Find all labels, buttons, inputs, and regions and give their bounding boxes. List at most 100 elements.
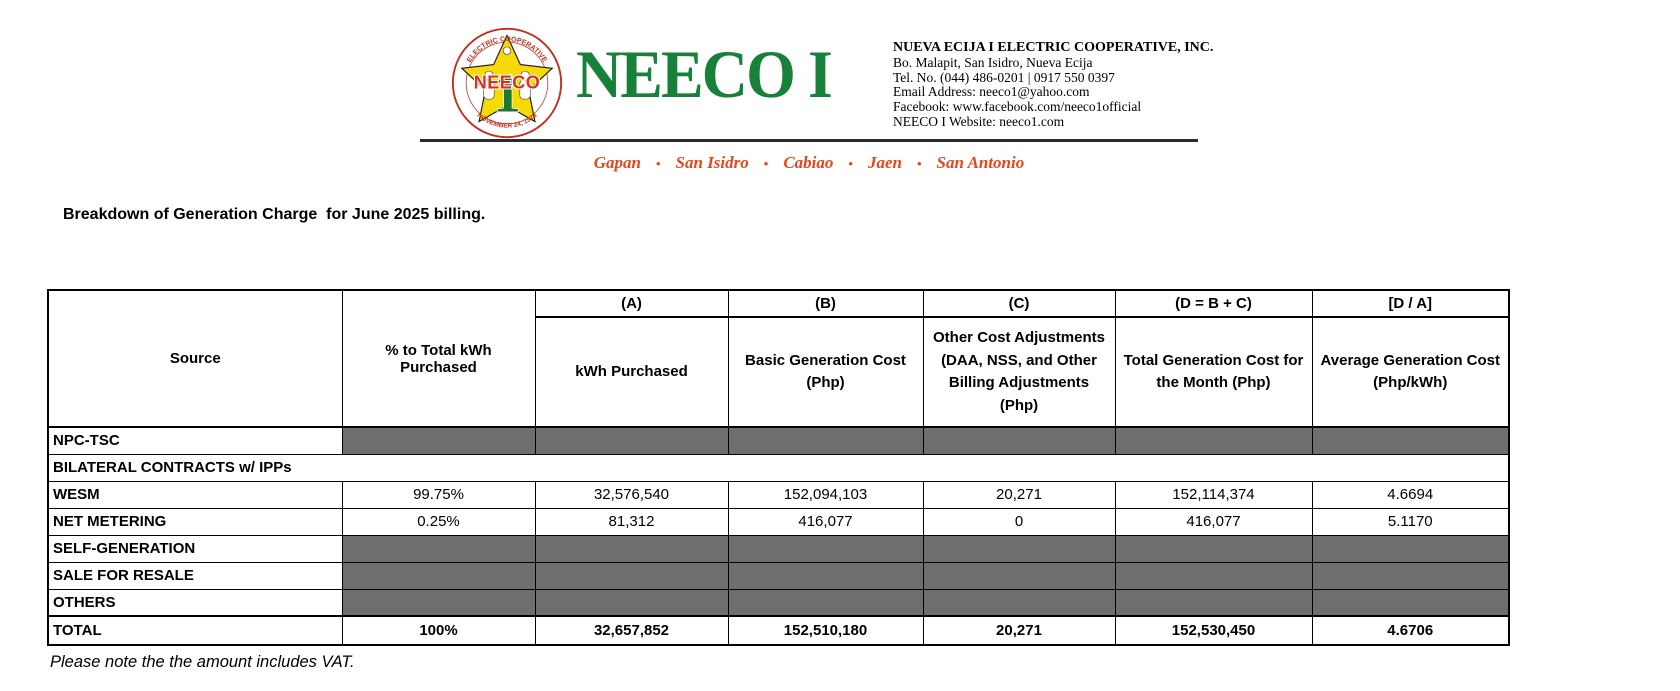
row-label: NPC-TSC [47, 426, 343, 455]
bullet-separator: • [763, 156, 769, 171]
formula-c: (C) [922, 289, 1116, 318]
shaded-cell [727, 561, 924, 590]
row-label: NET METERING [47, 507, 343, 536]
shaded-cell [727, 588, 924, 617]
kwh-value: 81,312 [534, 507, 729, 536]
area-cabiao: Cabiao [783, 153, 834, 172]
shaded-cell [341, 561, 536, 590]
col-header-source: Source [47, 289, 343, 428]
table-row-sale-for-resale: SALE FOR RESALE [47, 561, 1510, 590]
shaded-cell [534, 561, 729, 590]
formula-a: (A) [534, 289, 729, 318]
formula-d-over-a: [D / A] [1311, 289, 1510, 318]
bullet-separator: • [916, 156, 922, 171]
total-cost-value: 416,077 [1114, 507, 1313, 536]
vat-footnote: Please note the the amount includes VAT. [50, 653, 355, 671]
shaded-cell [1114, 534, 1313, 563]
area-san-isidro: San Isidro [675, 153, 749, 172]
col-header-other-cost-adjustments: Other Cost Adjustments (DAA, NSS, and Ot… [922, 316, 1116, 428]
kwh-value: 32,657,852 [534, 615, 729, 646]
avg-cost-value: 4.6706 [1311, 615, 1510, 646]
shaded-cell [922, 588, 1116, 617]
table-row-self-generation: SELF-GENERATION [47, 534, 1510, 563]
seal-star-icon [460, 34, 554, 123]
kwh-value: 32,576,540 [534, 480, 729, 509]
total-cost-value: 152,530,450 [1114, 615, 1313, 646]
bullet-separator: • [848, 156, 853, 171]
formula-b: (B) [727, 289, 924, 318]
area-san-antonio: San Antonio [936, 153, 1025, 172]
shaded-cell [341, 426, 536, 455]
shaded-cell [727, 534, 924, 563]
shaded-cell [727, 426, 924, 455]
coverage-areas-line: Gapan • San Isidro • Cabiao • Jaen • San Antonio [420, 153, 1198, 173]
col-header-kwh-purchased: kWh Purchased [534, 316, 729, 428]
shaded-cell [922, 561, 1116, 590]
company-facebook: Facebook: www.facebook.com/neeco1officia… [893, 99, 1142, 115]
shaded-cell [1311, 426, 1510, 455]
total-cost-value: 152,114,374 [1114, 480, 1313, 509]
page-title: Breakdown of Generation Charge for June … [63, 206, 486, 223]
row-label: BILATERAL CONTRACTS w/ IPPs [47, 453, 1510, 482]
table-row-total: TOTAL 100% 32,657,852 152,510,180 20,271… [47, 615, 1510, 646]
avg-cost-value: 5.1170 [1311, 507, 1510, 536]
avg-cost-value: 4.6694 [1311, 480, 1510, 509]
table-row-net-metering: NET METERING 0.25% 81,312 416,077 0 416,… [47, 507, 1510, 536]
adjustment-value: 0 [922, 507, 1116, 536]
row-label: TOTAL [47, 615, 343, 646]
company-website: NEECO I Website: neeco1.com [893, 113, 1065, 129]
company-email: Email Address: neeco1@yahoo.com [893, 84, 1090, 100]
neeco-seal-logo: 1 NEECO ELECTRIC COOPERATIVE NOVEMBER 24… [450, 26, 564, 140]
adjustment-value: 20,271 [922, 480, 1116, 509]
seal-name-text: NEECO [474, 73, 541, 93]
pct-value: 99.75% [341, 480, 536, 509]
company-name: NUEVA ECIJA I ELECTRIC COOPERATIVE, INC. [893, 40, 1214, 55]
shaded-cell [534, 588, 729, 617]
row-label: SELF-GENERATION [47, 534, 343, 563]
shaded-cell [1114, 561, 1313, 590]
company-telephone: Tel. No. (044) 486-0201 | 0917 550 0397 [893, 69, 1115, 85]
area-jaen: Jaen [867, 153, 902, 172]
shaded-cell [534, 534, 729, 563]
neeco-seal-icon: 1 NEECO ELECTRIC COOPERATIVE NOVEMBER 24… [451, 27, 563, 139]
shaded-cell [922, 534, 1116, 563]
bullet-separator: • [655, 156, 661, 171]
col-header-basic-generation-cost: Basic Generation Cost (Php) [727, 316, 924, 428]
shaded-cell [1114, 588, 1313, 617]
brand-wordmark: NEECO I [576, 36, 833, 112]
basic-cost-value: 416,077 [727, 507, 924, 536]
column-header-row: kWh Purchased Basic Generation Cost (Php… [48, 316, 1510, 428]
shaded-cell [1114, 426, 1313, 455]
col-header-pct-total-kwh: % to Total kWh Purchased [341, 289, 536, 428]
table-row-wesm: WESM 99.75% 32,576,540 152,094,103 20,27… [47, 480, 1510, 509]
table-row-others: OTHERS [47, 588, 1510, 617]
shaded-cell [341, 588, 536, 617]
company-address: Bo. Malapit, San Isidro, Nueva Ecija [893, 54, 1093, 70]
shaded-cell [534, 426, 729, 455]
letterhead-divider [420, 139, 1198, 142]
col-header-total-generation-cost: Total Generation Cost for the Month (Php… [1114, 316, 1313, 428]
adjustment-value: 20,271 [922, 615, 1116, 646]
basic-cost-value: 152,510,180 [727, 615, 924, 646]
seal-number-one: 1 [493, 63, 521, 124]
shaded-cell [1311, 561, 1510, 590]
shaded-cell [922, 426, 1116, 455]
row-label: OTHERS [47, 588, 343, 617]
pct-value: 0.25% [341, 507, 536, 536]
table-row-npc-tsc: NPC-TSC [47, 426, 1510, 455]
seal-people-icon [483, 46, 531, 100]
area-gapan: Gapan [593, 153, 641, 172]
row-label: WESM [47, 480, 343, 509]
company-info-block: NUEVA ECIJA I ELECTRIC COOPERATIVE, INC.… [893, 40, 1233, 130]
pct-value: 100% [341, 615, 536, 646]
col-header-average-generation-cost: Average Generation Cost (Php/kWh) [1311, 316, 1510, 428]
formula-row: Source % to Total kWh Purchased (A) (B) … [47, 289, 1510, 428]
shaded-cell [1311, 588, 1510, 617]
table-row-bilateral-contracts: BILATERAL CONTRACTS w/ IPPs [47, 453, 1510, 482]
basic-cost-value: 152,094,103 [727, 480, 924, 509]
formula-d: (D = B + C) [1114, 289, 1313, 318]
row-label: SALE FOR RESALE [47, 561, 343, 590]
generation-charge-table: Source % to Total kWh Purchased (A) (B) … [47, 289, 1510, 646]
shaded-cell [341, 534, 536, 563]
shaded-cell [1311, 534, 1510, 563]
